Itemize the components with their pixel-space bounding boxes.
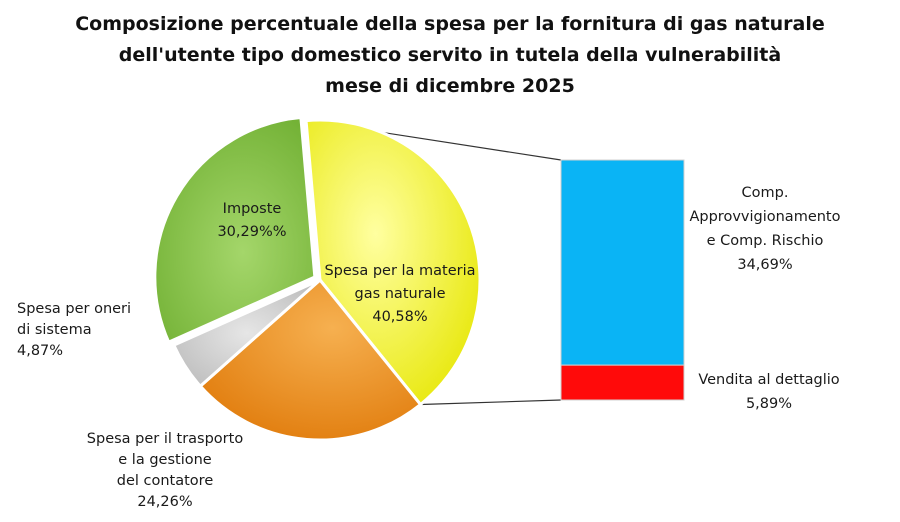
connector-line-bottom [420,399,562,406]
pie-label-2: Spesa per il trasporto e la gestione del c… [87,431,244,510]
pie-label-3: Spesa per oneri di sistema 4,87% [17,301,131,359]
chart-title: Composizione percentuale della spesa per… [0,9,900,102]
pie-slice-3 [171,278,321,389]
pie-slice-4 [153,115,317,345]
title-line-2: dell'utente tipo domestico servito in tu… [118,44,782,66]
bar-label-1: Comp. Approvvigionamento e Comp. Rischio 34… [689,185,840,273]
bar-label-2: Vendita al dettaglio 5,89% [698,372,839,412]
pie-label-4: Imposte 30,29%% [217,201,286,240]
title-line-3: mese di dicembre 2025 [325,75,575,97]
bar-segment-2 [560,364,685,401]
pie-label-1: Spesa per la materia gas naturale 40,58% [324,263,475,325]
bar-segment-1 [560,159,685,366]
title-line-1: Composizione percentuale della spesa per… [75,13,825,35]
pie-slice-1 [304,118,482,407]
pie-slice-2 [198,277,423,442]
